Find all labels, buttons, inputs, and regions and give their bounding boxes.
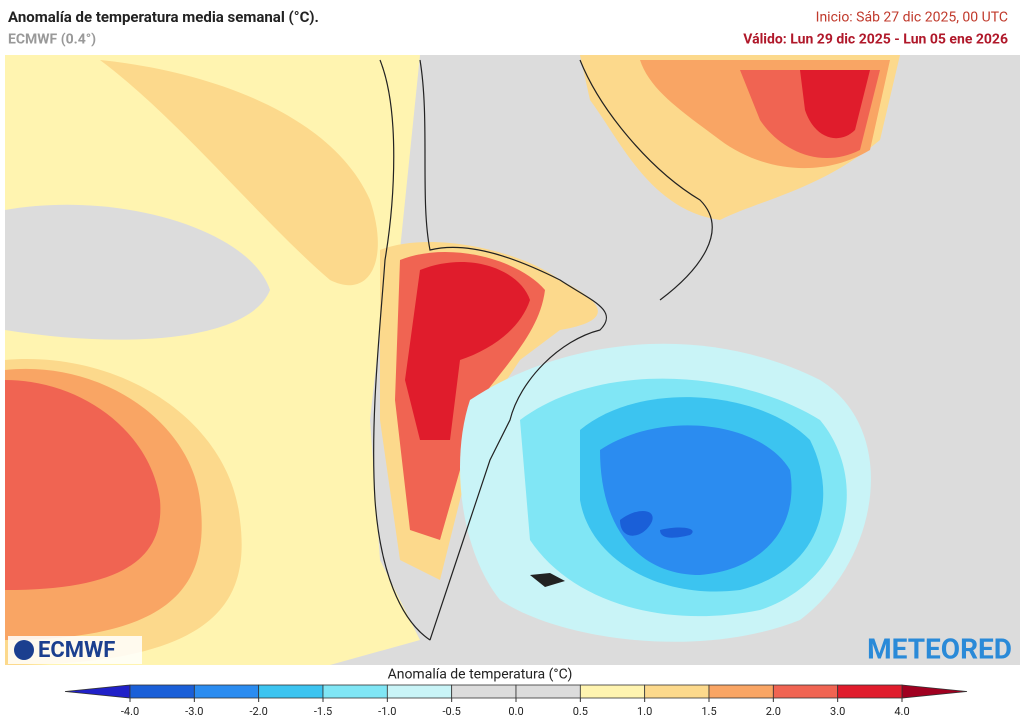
colorbar-bin — [579, 684, 646, 699]
colorbar-bin — [644, 684, 710, 699]
colorbar-tick-label: 0.0 — [508, 705, 523, 718]
colorbar-tick-label: 0.5 — [573, 705, 588, 718]
colorbar-tick-label: -4.0 — [121, 705, 139, 718]
colorbar-tick-label: 4.0 — [894, 705, 909, 718]
logo-left: ECMWF — [8, 636, 142, 664]
colorbar-tick-label: 3.0 — [830, 705, 845, 718]
colorbar-bin — [708, 684, 774, 699]
colorbar-tick-label: -1.0 — [378, 705, 396, 718]
colorbar-tick-label: -3.0 — [185, 705, 203, 718]
colorbar-tick-label: -2.0 — [250, 705, 268, 718]
title: Anomalía de temperatura media semanal (°… — [8, 8, 319, 26]
colorbar-bin — [772, 684, 839, 699]
colorbar-bin — [322, 684, 388, 699]
colorbar-tick-label: -0.5 — [443, 705, 461, 718]
colorbar-tick-label: 1.5 — [701, 705, 716, 718]
colorbar-title: Anomalía de temperatura (°C) — [388, 667, 573, 683]
colorbar-bin — [386, 684, 453, 699]
init-time: Inicio: Sáb 27 dic 2025, 00 UTC — [816, 10, 1008, 26]
colorbar-tick-label: -1.5 — [314, 705, 332, 718]
colorbar-tick-label: 2.0 — [766, 705, 781, 718]
colorbar-bin — [515, 684, 581, 699]
colorbar-tick-label: 1.0 — [637, 705, 652, 718]
valid-time: Válido: Lun 29 dic 2025 - Lun 05 ene 202… — [743, 32, 1008, 48]
colorbar: -4.0 -3.0 -2.0 -1.5 -1.0 -0.5 0.0 0.5 1.0 1.5 2.0 3… — [64, 684, 968, 718]
colorbar-bin — [451, 684, 517, 699]
ecmwf-logo: ECMWF — [38, 638, 115, 663]
map — [5, 55, 1020, 665]
colorbar-bin — [837, 684, 903, 699]
colorbar-bin — [258, 684, 324, 699]
colorbar-bin — [129, 684, 195, 699]
colorbar-bin — [193, 684, 260, 699]
meteored-logo: METEORED — [867, 632, 1012, 665]
subtitle: ECMWF (0.4°) — [8, 32, 96, 48]
